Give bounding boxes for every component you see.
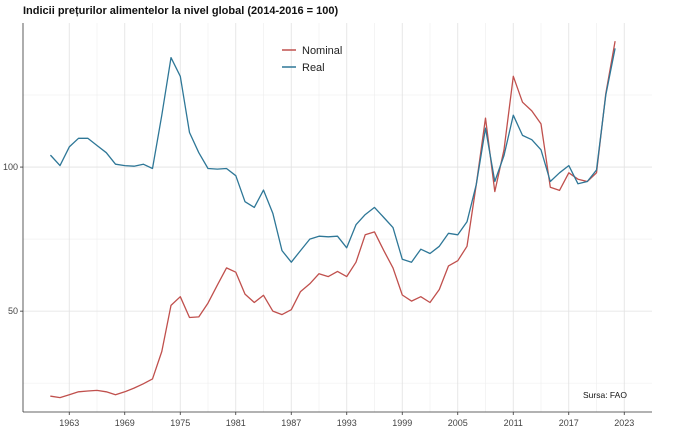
x-tick-label: 1999 [392, 418, 412, 428]
chart-title: Indicii prețurilor alimentelor la nivel … [23, 5, 339, 17]
x-tick-label: 2023 [614, 418, 634, 428]
x-tick-label: 1981 [226, 418, 246, 428]
legend: Nominal Real [282, 45, 342, 74]
y-tick-label: 50 [8, 306, 18, 316]
series-line-real [50, 48, 616, 263]
series-line-nominal [50, 41, 616, 399]
legend-label-real: Real [302, 62, 325, 74]
x-tick-label: 1987 [281, 418, 301, 428]
grid [23, 23, 652, 412]
x-axis: 1963 1969 1975 1981 1987 1993 1999 2005 2011 2017… [23, 411, 652, 428]
x-tick-label: 2011 [504, 418, 523, 428]
x-tick-label: 1969 [115, 418, 135, 428]
y-axis: 50 100 [3, 23, 24, 412]
series-lines [50, 41, 616, 399]
legend-label-nominal: Nominal [302, 45, 342, 57]
plot-panel [23, 23, 652, 412]
x-tick-label: 2005 [448, 418, 468, 428]
x-tick-label: 1975 [170, 418, 190, 428]
x-tick-label: 1993 [337, 418, 357, 428]
source-note: Sursa: FAO [583, 390, 627, 400]
x-tick-label: 2017 [559, 418, 579, 428]
y-tick-label: 100 [3, 162, 18, 172]
x-tick-label: 1963 [59, 418, 79, 428]
